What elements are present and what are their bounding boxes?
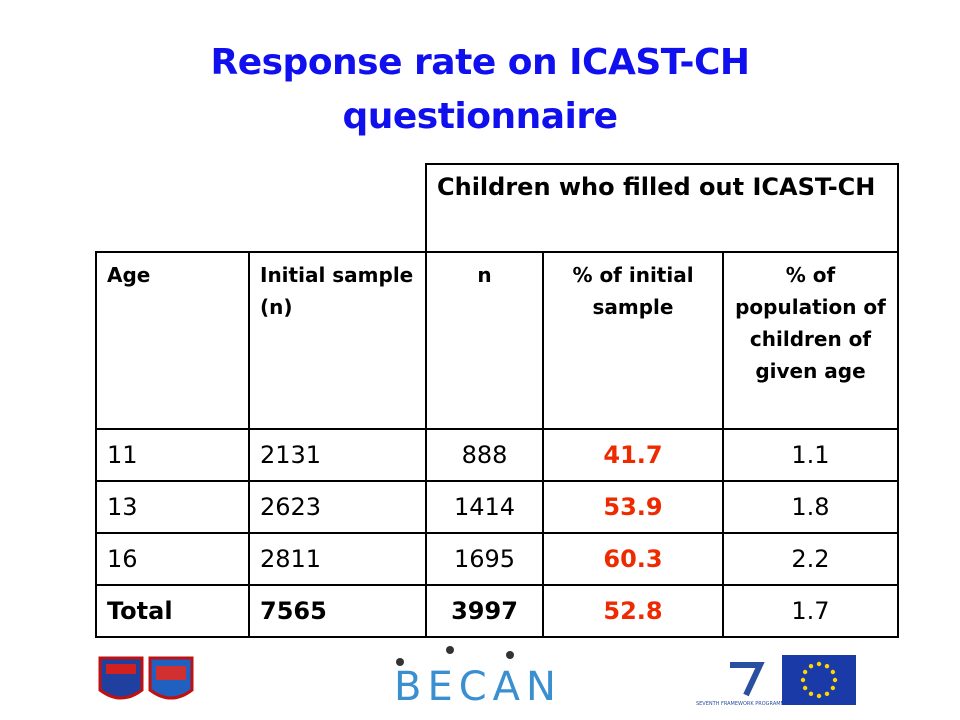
table-cell: 52.8 xyxy=(542,584,724,638)
table-cell: 13 xyxy=(95,480,250,534)
group-header: Children who filled out ICAST-CH xyxy=(425,163,899,253)
fp7-logo: SEVENTH FRAMEWORK PROGRAMME xyxy=(696,662,788,707)
table-cell: 11 xyxy=(95,428,250,482)
table-row: Age Initial sample (n) n% of initial sampl… xyxy=(95,251,899,430)
title-line: Response rate on ICAST-CH xyxy=(210,42,750,83)
star xyxy=(808,691,814,697)
column-header: % of initial sample xyxy=(542,251,724,430)
table-cell: 1.7 xyxy=(722,584,899,638)
column-header: Age xyxy=(95,251,250,430)
table-row: Children who filled out ICAST-CH xyxy=(96,163,899,253)
eu-flag xyxy=(782,655,856,705)
table-cell: 41.7 xyxy=(542,428,724,482)
table-row: Total 7565 3997 52.8 1.7 xyxy=(95,584,899,638)
table-cell: 1.1 xyxy=(722,428,899,482)
table-cell: 2.2 xyxy=(722,532,899,586)
university-crest xyxy=(98,656,194,700)
table-cell: 2811 xyxy=(248,532,427,586)
table-cell: 2131 xyxy=(248,428,427,482)
star xyxy=(830,669,836,675)
table-cell: 7565 xyxy=(248,584,427,638)
table-row: 13 2623 1414 53.9 1.8 xyxy=(95,480,899,534)
star xyxy=(800,677,806,683)
table-cell: 53.9 xyxy=(542,480,724,534)
fp7-text: SEVENTH FRAMEWORK PROGRAMME xyxy=(696,701,788,707)
star xyxy=(802,685,808,691)
column-header: % of population of children of given age xyxy=(722,251,899,430)
star xyxy=(816,661,822,667)
table-row: 16 2811 1695 60.3 2.2 xyxy=(95,532,899,586)
star xyxy=(816,693,822,699)
table-cell: 2623 xyxy=(248,480,427,534)
table-row: 11 2131 888 41.7 1.1 xyxy=(95,428,899,482)
star xyxy=(824,663,830,669)
table-cell: 60.3 xyxy=(542,532,724,586)
column-header: Initial sample (n) xyxy=(248,251,427,430)
table: Children who filled out ICAST-CH Age Initi… xyxy=(95,163,899,638)
star xyxy=(802,669,808,675)
star xyxy=(824,691,830,697)
blank-cell xyxy=(96,164,426,252)
table-cell: 1.8 xyxy=(722,480,899,534)
star xyxy=(808,663,814,669)
becan-logo: BECAN xyxy=(394,646,562,710)
table-cell: 3997 xyxy=(425,584,544,638)
star xyxy=(830,685,836,691)
becan-text: BECAN xyxy=(394,664,562,710)
table-cell: 1414 xyxy=(425,480,544,534)
star xyxy=(832,677,838,683)
table-cell: Total xyxy=(95,584,250,638)
table-cell: 1695 xyxy=(425,532,544,586)
table-cell: 16 xyxy=(95,532,250,586)
title-line: questionnaire xyxy=(342,96,618,137)
column-header: n xyxy=(425,251,544,430)
table-cell: 888 xyxy=(425,428,544,482)
